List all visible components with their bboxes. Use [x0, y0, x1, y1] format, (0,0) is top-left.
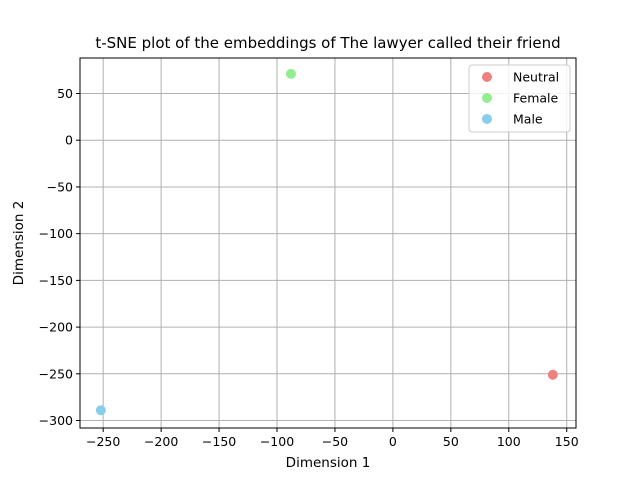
x-axis-label: Dimension 1	[286, 455, 371, 471]
x-tick-label: 0	[389, 434, 397, 449]
legend-marker-male	[482, 114, 492, 124]
x-tick-label: 50	[443, 434, 459, 449]
y-tick-label: −200	[39, 320, 73, 335]
x-tick-label: 150	[555, 434, 579, 449]
data-point-female	[285, 68, 296, 79]
y-tick-label: −100	[39, 226, 73, 241]
y-tick-label: −50	[47, 179, 73, 194]
legend-items: Neutral Female Male	[482, 70, 559, 127]
legend-marker-neutral	[482, 72, 492, 82]
plot-area-frame	[79, 57, 577, 429]
y-tick-label: 50	[57, 86, 73, 101]
legend-marker-female	[482, 93, 492, 103]
x-tick-label: −50	[322, 434, 348, 449]
legend-label-neutral: Neutral	[513, 70, 559, 85]
y-tick-label: −300	[39, 413, 73, 428]
grid-lines	[80, 58, 576, 428]
legend-label-male: Male	[513, 112, 543, 127]
y-axis-label: Dimension 2	[11, 201, 27, 286]
x-tick-label: −250	[86, 434, 120, 449]
x-tick-label: −100	[260, 434, 294, 449]
legend: Neutral Female Male	[468, 64, 571, 133]
data-point-neutral	[547, 369, 558, 380]
chart-title: t-SNE plot of the embeddings of The lawy…	[95, 34, 560, 52]
data-points	[95, 68, 558, 416]
y-tick-label: −150	[39, 273, 73, 288]
legend-label-female: Female	[513, 91, 559, 106]
x-tick-label: −150	[202, 434, 236, 449]
x-axis-ticks: −250 −200 −150 −100 −50 0 50 100 150	[86, 428, 579, 449]
y-tick-label: 0	[65, 133, 73, 148]
legend-box	[468, 64, 571, 133]
y-tick-label: −250	[39, 366, 73, 381]
x-tick-label: −200	[144, 434, 178, 449]
data-point-male	[95, 405, 106, 416]
x-tick-label: 100	[497, 434, 521, 449]
y-axis-ticks: 50 0 −50 −100 −150 −200 −250 −300	[39, 86, 80, 428]
